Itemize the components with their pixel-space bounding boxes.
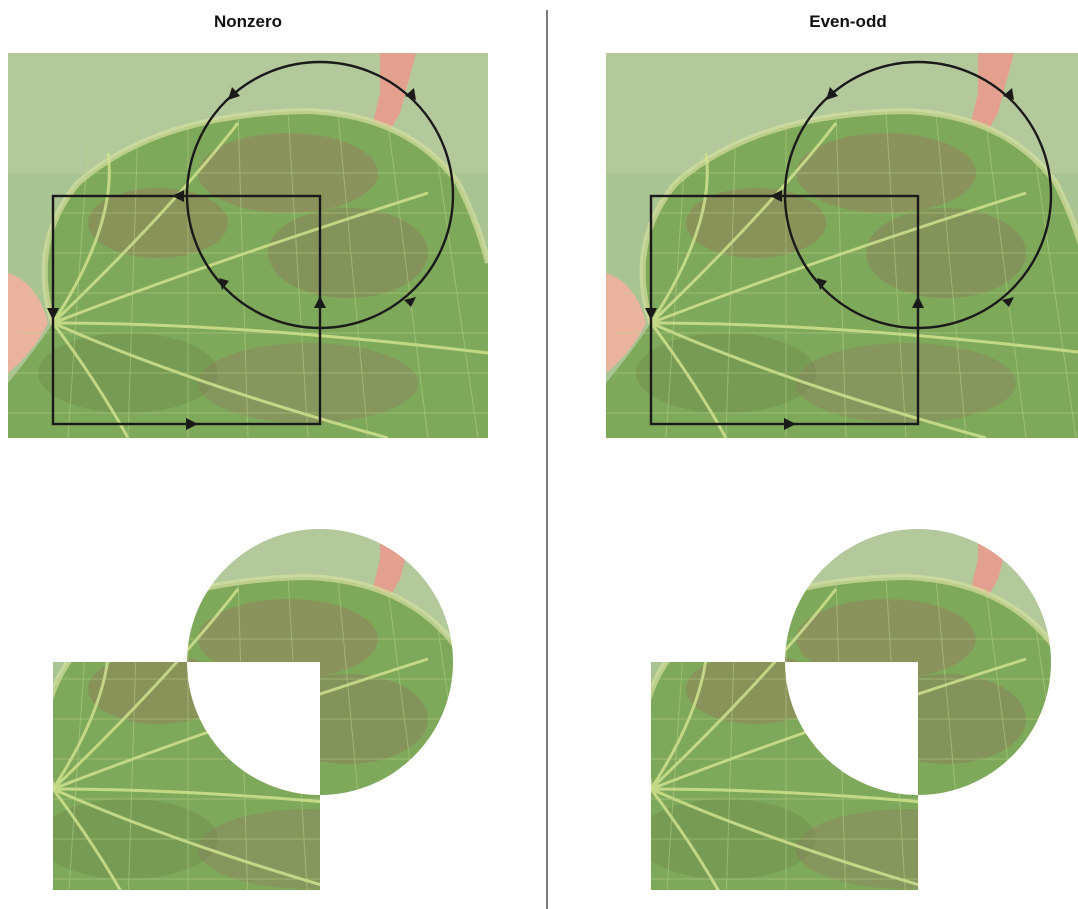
filled-result-nonzero [53, 529, 453, 890]
direction-arrows [645, 87, 1014, 430]
arrowhead-icon [826, 87, 838, 100]
circle-path [185, 60, 455, 330]
arrowhead-icon [172, 190, 184, 202]
arrowhead-icon [186, 418, 198, 430]
photo-with-paths-nonzero [8, 53, 488, 438]
arrowhead-icon [817, 278, 827, 290]
panel-title-nonzero: Nonzero [214, 12, 282, 31]
filled-result-evenodd [651, 529, 1051, 890]
arrowhead-icon [314, 296, 326, 308]
arrowhead-icon [405, 88, 416, 100]
evenodd-clip-shape [651, 529, 1051, 890]
direction-arrows [47, 87, 416, 430]
arrowhead-icon [770, 190, 782, 202]
arrowhead-icon [47, 308, 59, 320]
nonzero-clip-shape [53, 529, 453, 890]
circle-path [783, 60, 1053, 330]
arrowhead-icon [219, 278, 229, 290]
arrowhead-icon [404, 297, 416, 307]
arrowhead-icon [912, 296, 924, 308]
panel-title-evenodd: Even-odd [809, 12, 887, 31]
arrowhead-icon [1002, 297, 1014, 307]
leaf-photo [8, 53, 488, 438]
arrowhead-icon [784, 418, 796, 430]
leaf-photo [606, 53, 1078, 438]
arrowhead-icon [645, 308, 657, 320]
photo-with-paths-evenodd [606, 53, 1078, 438]
arrowhead-icon [228, 87, 240, 100]
arrowhead-icon [1003, 88, 1014, 100]
